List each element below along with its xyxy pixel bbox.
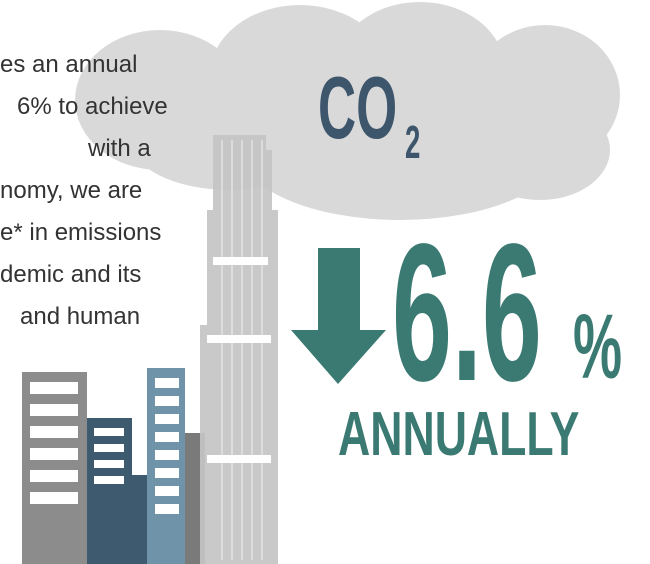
co2-text: CO — [318, 59, 397, 157]
co2-subscript: 2 — [405, 118, 420, 169]
down-arrow — [291, 248, 386, 384]
paragraph-line: demic and its — [0, 261, 141, 288]
paragraph-line: nomy, we are — [0, 177, 142, 204]
paragraph: es an annual 6% to achieve with a nomy, … — [0, 51, 168, 330]
paragraph-line: 6% to achieve — [17, 93, 168, 120]
stat-unit: % — [573, 296, 622, 399]
paragraph-line: es an annual — [0, 51, 137, 78]
paragraph-line: with a — [87, 135, 151, 162]
stat-caption: ANNUALLY — [338, 400, 579, 469]
infographic: es an annual 6% to achieve with a nomy, … — [0, 0, 650, 564]
paragraph-line: e* in emissions — [0, 219, 161, 246]
paragraph-line: and human — [20, 303, 140, 330]
stat-value: 6.6 — [392, 203, 542, 422]
